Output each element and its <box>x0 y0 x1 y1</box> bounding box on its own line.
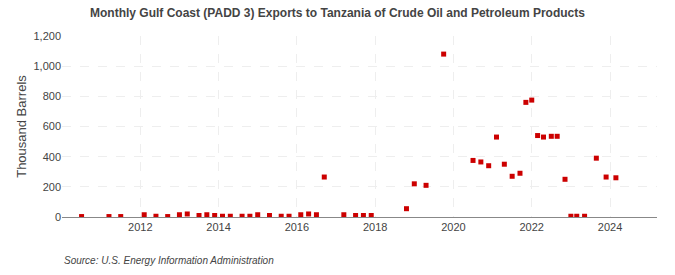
svg-text:2012: 2012 <box>128 221 152 233</box>
svg-text:800: 800 <box>43 90 61 102</box>
svg-text:2024: 2024 <box>598 221 622 233</box>
svg-text:2022: 2022 <box>519 221 543 233</box>
svg-text:2018: 2018 <box>363 221 387 233</box>
svg-text:1,000: 1,000 <box>33 60 61 72</box>
svg-text:Source: U.S. Energy Informatio: Source: U.S. Energy Information Administ… <box>64 255 274 266</box>
svg-text:400: 400 <box>43 151 61 163</box>
svg-text:1,200: 1,200 <box>33 30 61 42</box>
svg-text:Monthly Gulf Coast (PADD 3) Ex: Monthly Gulf Coast (PADD 3) Exports to T… <box>90 6 585 20</box>
svg-text:2014: 2014 <box>206 221 230 233</box>
svg-text:2020: 2020 <box>441 221 465 233</box>
svg-text:600: 600 <box>43 120 61 132</box>
svg-text:2016: 2016 <box>285 221 309 233</box>
svg-text:0: 0 <box>55 211 61 223</box>
svg-text:Thousand Barrels: Thousand Barrels <box>14 75 29 178</box>
svg-text:200: 200 <box>43 181 61 193</box>
